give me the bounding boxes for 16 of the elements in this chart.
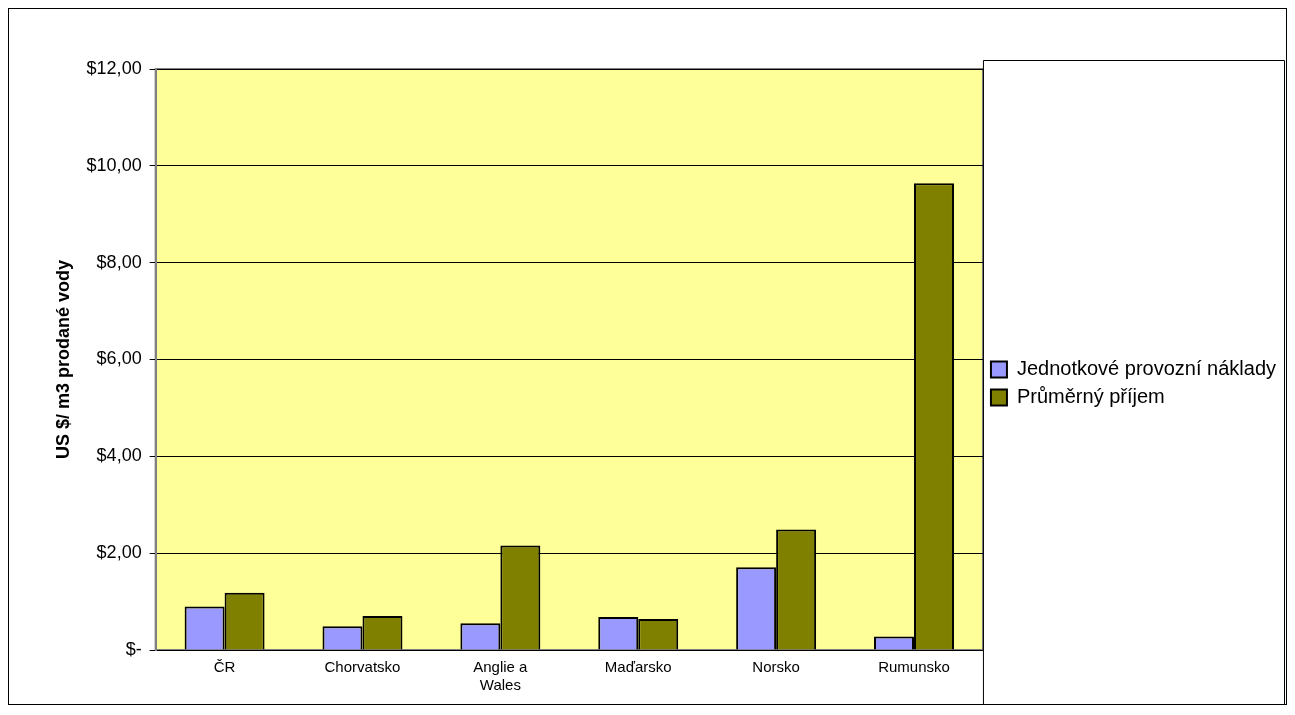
y-tick-label: $- <box>125 638 142 659</box>
x-tick-label: Anglie a Wales <box>473 658 529 694</box>
x-tick-label: Rumunsko <box>878 658 950 676</box>
y-tick-label: $2,00 <box>96 542 142 563</box>
y-tick-label: $4,00 <box>96 445 142 466</box>
y-axis-title: US $/ m3 prodané vody <box>52 259 73 460</box>
y-tick-label: $12,00 <box>86 57 142 78</box>
y-tick-label: $10,00 <box>86 154 142 175</box>
y-tick-label: $8,00 <box>96 251 142 272</box>
x-tick-label: ČR <box>213 658 236 676</box>
y-tick-label: $6,00 <box>96 348 142 369</box>
legend-label: Jednotkové provozní náklady <box>1016 357 1277 380</box>
x-tick-label: Norsko <box>752 658 800 676</box>
x-tick-label: Maďarsko <box>604 658 672 676</box>
legend-label: Průměrný příjem <box>1016 385 1165 408</box>
x-tick-label: Chorvatsko <box>324 658 401 676</box>
